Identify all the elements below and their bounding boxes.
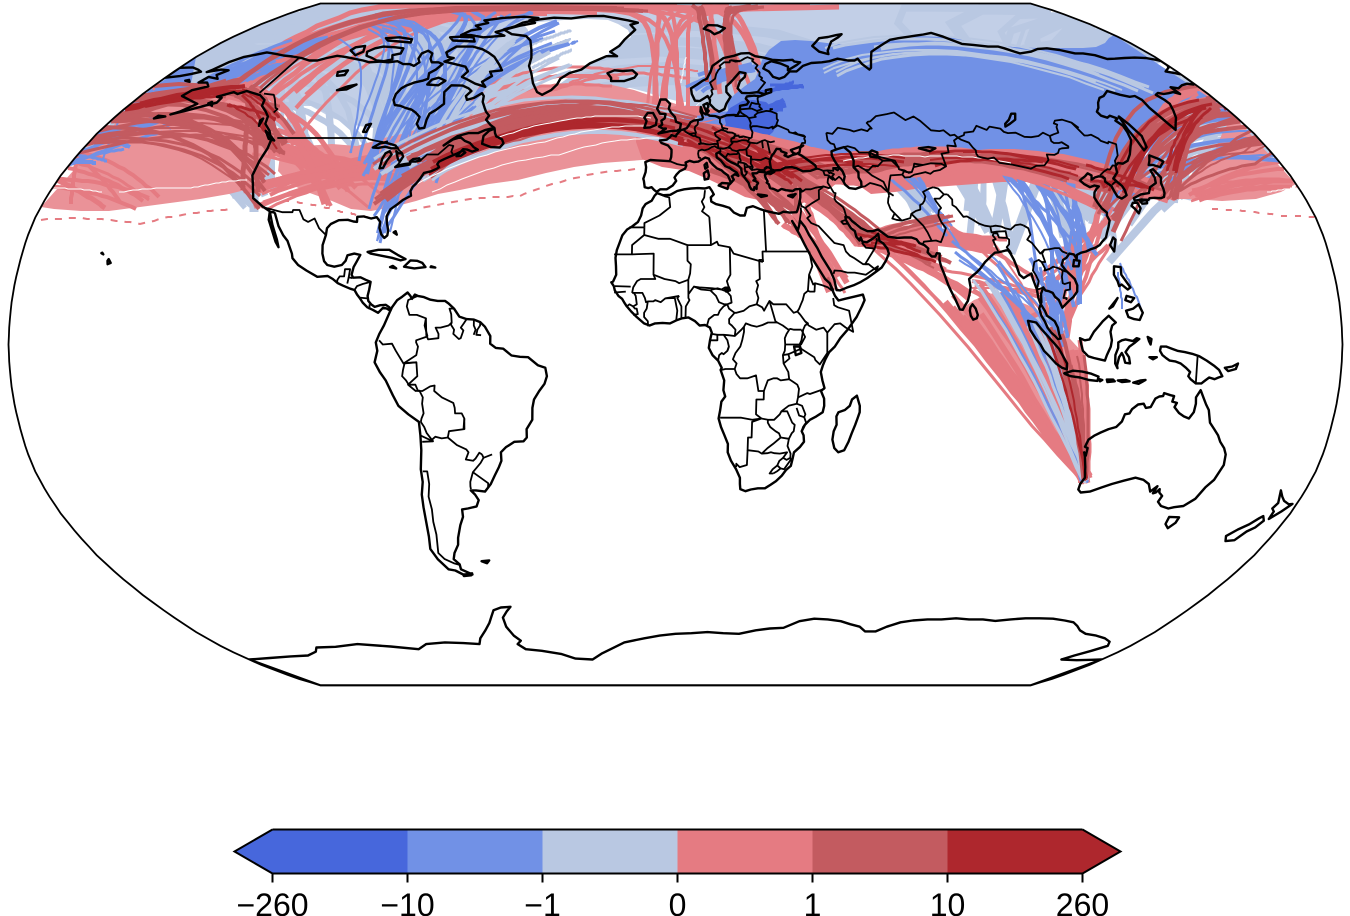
svg-text:0: 0 — [669, 887, 687, 916]
svg-text:−10: −10 — [380, 887, 434, 916]
svg-text:1: 1 — [804, 887, 822, 916]
svg-text:−260: −260 — [236, 887, 308, 916]
svg-text:−1: −1 — [524, 887, 560, 916]
svg-text:10: 10 — [930, 887, 966, 916]
svg-text:260: 260 — [1056, 887, 1109, 916]
